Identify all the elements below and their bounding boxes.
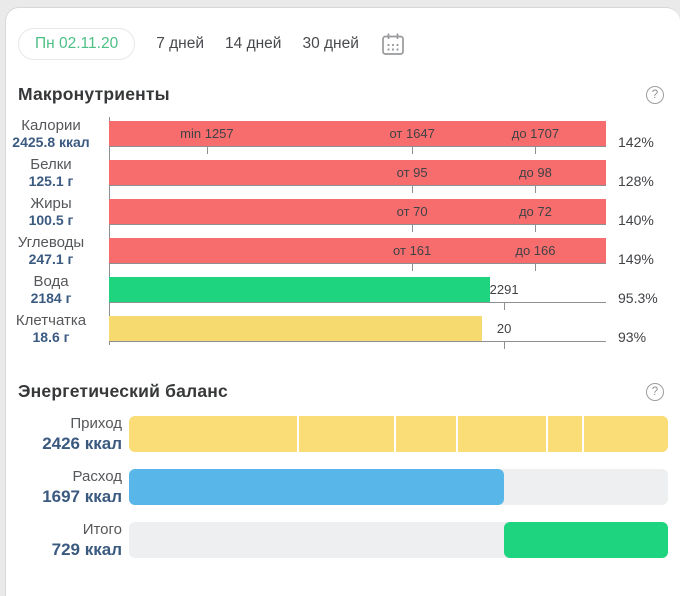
macro-row: Жиры 100.5 г от 70 до 72 140% [6, 195, 680, 232]
energy-value: 2426 ккал [42, 434, 122, 453]
macro-marker-label: от 95 [396, 164, 428, 180]
energy-name: Приход [70, 415, 122, 432]
energy-chart: Приход 2426 ккал Расход 1697 ккал Итого … [6, 414, 680, 560]
energy-value: 729 ккал [51, 540, 122, 559]
macro-name: Калории [21, 117, 81, 134]
macronutrients-header: Макронутриенты ? [6, 84, 680, 105]
macro-marker-tick [504, 302, 506, 310]
macro-marker-tick [535, 185, 537, 193]
macro-marker-tick [412, 185, 414, 193]
macro-name: Углеводы [17, 234, 85, 251]
energy-name: Расход [72, 468, 122, 485]
macro-value: 2425.8 ккал [12, 134, 90, 150]
energy-name: Итого [82, 521, 122, 538]
energy-bar-fill [503, 522, 668, 558]
tab-7-days[interactable]: 7 дней [156, 35, 205, 52]
macro-marker-tick [535, 224, 537, 232]
macro-axis-line [109, 262, 606, 264]
macro-row: Калории 2425.8 ккал min 1257 от 1647 до 17… [6, 117, 680, 154]
macro-bar-fill [109, 315, 482, 341]
macro-bar: от 161 до 166 [109, 237, 606, 271]
energy-row: Итого 729 ккал [6, 520, 680, 560]
energy-bar-segment-divider [297, 416, 300, 452]
macro-name: Жиры [30, 195, 72, 212]
macro-marker-tick [504, 341, 506, 349]
macro-marker-label: от 161 [393, 242, 432, 258]
macro-bar: 20 [109, 315, 606, 349]
energy-bar [129, 469, 668, 505]
tab-30-days[interactable]: 30 дней [302, 35, 359, 52]
macro-row: Клетчатка 18.6 г 20 93% [6, 312, 680, 349]
macro-axis-line [109, 184, 606, 186]
energy-bar [129, 522, 668, 558]
macro-row: Вода 2184 г 2291 95.3% [6, 273, 680, 310]
help-icon[interactable]: ? [646, 382, 664, 401]
macro-marker-label: от 1647 [389, 125, 435, 141]
macro-marker-label: 2291 [489, 281, 519, 297]
macro-marker-label: от 70 [396, 203, 428, 219]
macro-marker-label: min 1257 [180, 125, 234, 141]
macro-value: 2184 г [30, 290, 72, 306]
tab-14-days[interactable]: 14 дней [225, 35, 282, 52]
energy-bar-segment-divider [582, 416, 585, 452]
macro-percent: 140% [618, 211, 654, 228]
energy-title: Энергетический баланс [18, 381, 228, 401]
macro-axis-line [109, 145, 606, 147]
energy-bar [129, 416, 668, 452]
macro-name: Белки [30, 156, 72, 173]
macro-value: 247.1 г [28, 251, 74, 267]
macro-axis-line [109, 301, 606, 303]
macro-value: 125.1 г [28, 173, 74, 189]
macro-percent: 142% [618, 133, 654, 150]
macro-marker-tick [412, 146, 414, 154]
energy-header: Энергетический баланс ? [6, 381, 680, 402]
macro-marker-label: до 72 [518, 203, 552, 219]
macro-percent: 149% [618, 250, 654, 267]
macro-bar-fill [109, 198, 606, 224]
summary-panel: Пн 02.11.20 7 дней 14 дней 30 дней Макро… [5, 7, 680, 596]
macro-marker-label: до 166 [515, 242, 556, 258]
macro-bar-fill [109, 159, 606, 185]
macro-value: 100.5 г [28, 212, 74, 228]
energy-row: Приход 2426 ккал [6, 414, 680, 454]
macro-bar-fill [109, 276, 491, 302]
macro-name: Вода [33, 273, 69, 290]
calendar-icon[interactable] [380, 32, 406, 57]
macro-bar: от 95 до 98 [109, 159, 606, 193]
macro-axis-line [109, 223, 606, 225]
macronutrients-chart: Калории 2425.8 ккал min 1257 от 1647 до 17… [6, 117, 680, 349]
macro-percent: 128% [618, 172, 654, 189]
macro-percent: 95.3% [618, 289, 658, 306]
macro-axis-line [109, 340, 606, 342]
macronutrients-title: Макронутриенты [18, 84, 170, 104]
macro-bar: min 1257 от 1647 до 1707 [109, 120, 606, 154]
macro-percent: 93% [618, 328, 647, 345]
macro-name: Клетчатка [15, 312, 87, 329]
macro-bar-fill [109, 120, 606, 146]
macro-bar-fill [109, 237, 606, 263]
macro-marker-tick [206, 146, 208, 154]
tab-selected-date[interactable]: Пн 02.11.20 [18, 28, 136, 60]
macro-row: Углеводы 247.1 г от 161 до 166 149% [6, 234, 680, 271]
energy-bar-segment-divider [456, 416, 459, 452]
energy-value: 1697 ккал [42, 487, 122, 506]
energy-bar-segment-divider [393, 416, 396, 452]
macro-marker-tick [535, 146, 537, 154]
macro-marker-tick [412, 224, 414, 232]
macro-bar: 2291 [109, 276, 606, 310]
macro-row: Белки 125.1 г от 95 до 98 128% [6, 156, 680, 193]
energy-bar-fill [129, 416, 668, 452]
macro-bar: от 70 до 72 [109, 198, 606, 232]
energy-bar-segment-divider [546, 416, 549, 452]
macro-marker-label: до 1707 [511, 125, 560, 141]
macro-marker-tick [535, 263, 537, 271]
energy-bar-fill [129, 469, 505, 505]
period-tabbar: Пн 02.11.20 7 дней 14 дней 30 дней [18, 28, 680, 60]
macro-marker-tick [412, 263, 414, 271]
macro-marker-label: до 98 [518, 164, 552, 180]
energy-row: Расход 1697 ккал [6, 467, 680, 507]
macro-value: 18.6 г [32, 329, 70, 345]
help-icon[interactable]: ? [646, 85, 664, 104]
macro-marker-label: 20 [496, 320, 512, 336]
